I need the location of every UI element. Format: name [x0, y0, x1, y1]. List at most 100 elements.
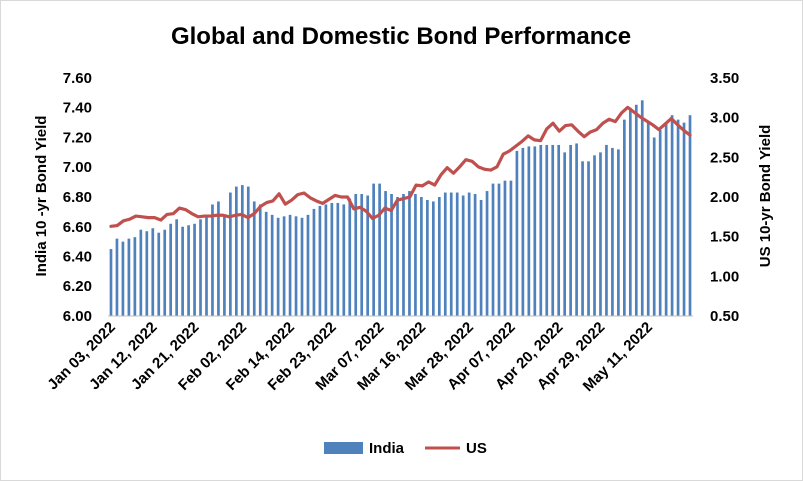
india-bar [652, 137, 656, 316]
india-bar [575, 143, 578, 316]
india-bar [223, 214, 226, 316]
india-bar [461, 195, 465, 316]
india-bars [109, 100, 692, 317]
india-bar [157, 232, 161, 316]
india-bar [384, 191, 387, 316]
india-bar [354, 194, 358, 316]
india-bar [634, 104, 638, 317]
india-bar [455, 192, 459, 316]
left-tick-label: 6.60 [63, 219, 92, 236]
india-bar [217, 201, 220, 316]
india-bar [557, 144, 561, 316]
india-bar [246, 186, 250, 316]
left-tick-label: 7.60 [63, 70, 92, 87]
india-bar [437, 197, 441, 316]
india-bar [264, 211, 268, 316]
right-tick-label: 1.50 [710, 229, 739, 246]
india-bar [115, 238, 119, 316]
india-bar [133, 237, 137, 316]
india-bar [688, 115, 692, 316]
india-bar [288, 214, 292, 316]
india-bar [623, 119, 626, 317]
india-bar [539, 144, 543, 316]
india-bar [151, 228, 155, 316]
india-bar [515, 150, 519, 316]
india-bar [294, 216, 298, 316]
india-bar [336, 202, 340, 316]
india-bar [408, 191, 411, 316]
india-bar [533, 146, 537, 316]
right-tick-label: 3.50 [710, 70, 739, 87]
india-bar [318, 205, 322, 316]
right-tick-label: 2.00 [710, 189, 739, 206]
india-bar [139, 229, 143, 316]
india-bar [240, 185, 244, 316]
india-bar [563, 152, 567, 316]
india-bar [378, 183, 381, 316]
india-bar [235, 186, 238, 316]
legend-india-label: India [369, 440, 405, 457]
right-axis-ticks: 0.50 1.00 1.50 2.00 2.50 3.00 3.50 [710, 70, 739, 325]
left-tick-label: 6.80 [63, 189, 92, 206]
india-bar [467, 192, 471, 316]
india-bar [497, 183, 501, 316]
india-bar [402, 194, 405, 316]
right-tick-label: 3.00 [710, 110, 739, 127]
india-bar [211, 204, 214, 316]
india-bar [348, 198, 352, 316]
left-tick-label: 6.20 [63, 278, 92, 295]
india-bar [640, 100, 644, 316]
india-bar [342, 204, 346, 316]
india-bar [300, 217, 304, 316]
india-bar [545, 144, 549, 316]
left-tick-label: 7.20 [63, 130, 92, 147]
india-bar [175, 219, 178, 316]
india-bar [646, 122, 650, 317]
india-bar [390, 194, 393, 316]
india-bar [312, 208, 316, 316]
india-bar [587, 161, 590, 316]
india-bar [306, 214, 310, 316]
india-bar [491, 183, 495, 316]
india-bar [145, 231, 149, 316]
left-axis-ticks: 6.00 6.20 6.40 6.60 6.80 7.00 7.20 7.40 7.60 [63, 70, 92, 325]
india-bar [127, 238, 131, 316]
india-bar [276, 217, 280, 316]
india-bar [199, 219, 202, 316]
india-bar [420, 197, 423, 316]
india-bar [396, 197, 399, 316]
india-bar [324, 204, 328, 316]
india-bar [670, 115, 674, 316]
legend: India US [324, 440, 487, 457]
india-bar [658, 130, 662, 316]
left-tick-label: 6.40 [63, 249, 92, 266]
left-tick-label: 6.00 [63, 308, 92, 325]
india-bar [282, 216, 286, 316]
india-bar [360, 194, 364, 316]
india-bar [109, 249, 113, 316]
india-bar [229, 192, 232, 316]
india-bar [527, 146, 531, 316]
india-bar [372, 183, 375, 316]
india-bar [479, 199, 483, 316]
india-bar [473, 194, 477, 316]
chart-title: Global and Domestic Bond Performance [171, 23, 631, 50]
india-bar [682, 122, 686, 317]
india-bar [569, 144, 572, 316]
india-bar [366, 195, 370, 316]
india-bar [521, 147, 525, 316]
india-bar [443, 192, 447, 316]
india-bar [169, 223, 173, 316]
legend-india-swatch [324, 442, 363, 454]
legend-us-label: US [466, 440, 487, 457]
us-line-layer [109, 105, 692, 228]
india-bar [628, 107, 632, 316]
india-bar [449, 192, 453, 316]
us-series-line [109, 105, 692, 228]
left-tick-label: 7.40 [63, 100, 92, 117]
india-bar [599, 152, 602, 316]
india-bar [187, 225, 190, 316]
india-bar [414, 194, 417, 316]
